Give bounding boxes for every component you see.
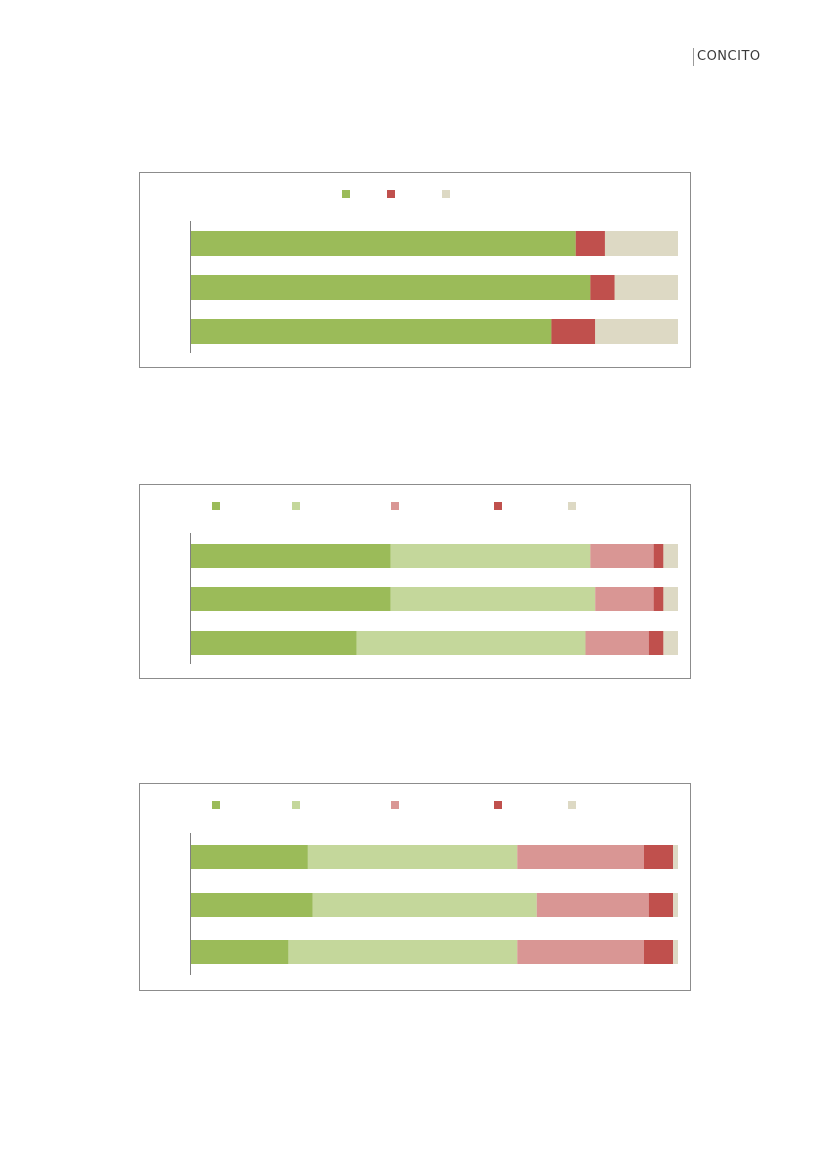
bar-3-segment-5 [663, 631, 678, 655]
bar-1-segment-5 [673, 845, 678, 869]
legend-swatch-2 [292, 502, 300, 510]
bar-2-segment-2 [312, 893, 537, 917]
bar-1-segment-1 [191, 544, 391, 568]
bar-1-segment-3 [590, 544, 654, 568]
legend-swatch-1 [212, 502, 220, 510]
bar-1-segment-3 [517, 845, 644, 869]
bar-2-segment-1 [191, 893, 313, 917]
chart-2-svg [190, 502, 678, 664]
bar-3-segment-4 [643, 940, 674, 964]
bar-2-segment-1 [191, 587, 391, 611]
bar-3-segment-2 [551, 319, 596, 344]
bar-2-segment-5 [663, 587, 678, 611]
bar-3-segment-3 [585, 631, 649, 655]
bar-2-segment-3 [595, 587, 654, 611]
bar-3-segment-5 [673, 940, 678, 964]
legend-swatch-2 [387, 190, 395, 198]
bar-1-segment-2 [307, 845, 518, 869]
bar-2-segment-1 [191, 275, 591, 300]
bar-3-segment-1 [191, 631, 357, 655]
legend-swatch-1 [212, 801, 220, 809]
legend-swatch-5 [568, 502, 576, 510]
bar-3-segment-2 [288, 940, 518, 964]
legend-swatch-1 [342, 190, 350, 198]
bar-3-segment-1 [191, 940, 289, 964]
bar-1-segment-1 [191, 231, 576, 256]
bar-2-segment-2 [390, 587, 596, 611]
legend-swatch-3 [391, 502, 399, 510]
legend-swatch-4 [494, 801, 502, 809]
bar-1-segment-2 [575, 231, 605, 256]
legend-swatch-2 [292, 801, 300, 809]
legend-swatch-3 [391, 801, 399, 809]
legend-swatch-4 [494, 502, 502, 510]
bar-1-segment-5 [663, 544, 678, 568]
legend-swatch-5 [568, 801, 576, 809]
bar-1-segment-4 [653, 544, 664, 568]
chart-3 [139, 783, 691, 991]
bar-3-segment-1 [191, 319, 552, 344]
bar-2-segment-5 [673, 893, 678, 917]
bar-1-segment-1 [191, 845, 308, 869]
chart-3-svg [190, 801, 678, 975]
bar-3-segment-4 [648, 631, 664, 655]
chart-1-svg [190, 190, 678, 353]
bar-1-segment-3 [604, 231, 678, 256]
bar-1-segment-4 [643, 845, 674, 869]
bar-3-segment-3 [595, 319, 678, 344]
bar-2-segment-4 [653, 587, 664, 611]
bar-2-segment-3 [536, 893, 649, 917]
bar-1-segment-2 [390, 544, 591, 568]
chart-1 [139, 172, 691, 368]
bar-3-segment-2 [356, 631, 586, 655]
chart-2 [139, 484, 691, 679]
brand-logo: CONCITO [693, 48, 761, 66]
bar-2-segment-4 [648, 893, 674, 917]
bar-2-segment-2 [590, 275, 615, 300]
legend-swatch-3 [442, 190, 450, 198]
bar-3-segment-3 [517, 940, 644, 964]
bar-2-segment-3 [614, 275, 678, 300]
